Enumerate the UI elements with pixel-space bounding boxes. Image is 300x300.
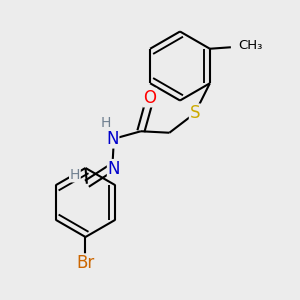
Text: H: H <box>70 168 80 182</box>
Text: H: H <box>100 116 111 130</box>
Text: N: N <box>108 160 120 178</box>
Text: Br: Br <box>76 254 94 272</box>
Text: CH₃: CH₃ <box>238 39 263 52</box>
Text: O: O <box>143 88 156 106</box>
Text: N: N <box>106 130 118 148</box>
Text: S: S <box>190 104 200 122</box>
